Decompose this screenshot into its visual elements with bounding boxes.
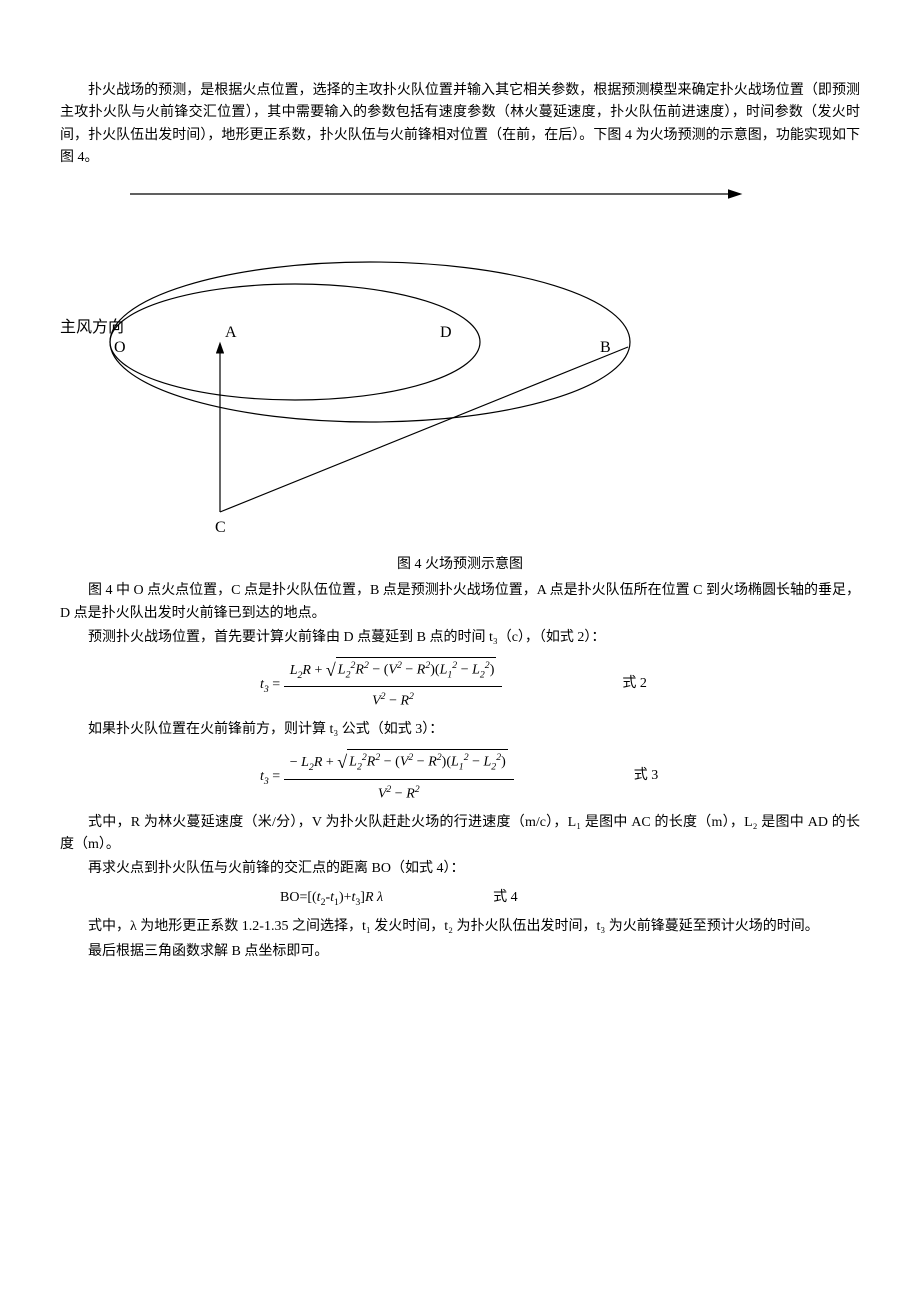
eq4-label: 式 4 (493, 887, 518, 909)
variable-description: 式中，R 为林火蔓延速度（米/分），V 为扑火队赶赴火场的行进速度（m/c），L… (60, 812, 860, 857)
intro-paragraph: 扑火战场的预测，是根据火点位置，选择的主攻扑火队位置并输入其它相关参数，根据预测… (60, 80, 860, 170)
bo-intro: 再求火点到扑火队伍与火前锋的交汇点的距离 BO（如式 4）： (60, 858, 860, 880)
fire-prediction-diagram: 主风方向 O A D B C (60, 182, 820, 542)
equation-4: BO=[(t2-t1)+t3]R λ 式 4 (60, 887, 860, 910)
equation-3: t3 = − L2R + √L22R2 − (V2 − R2)(L12 − L2… (60, 748, 860, 806)
label-O: O (114, 339, 126, 356)
eq2-label: 式 2 (622, 673, 647, 695)
eq3-label: 式 3 (634, 765, 659, 787)
label-D: D (440, 324, 452, 341)
label-A: A (225, 324, 237, 341)
figure-caption: 图 4 火场预测示意图 (60, 554, 860, 576)
label-B: B (600, 339, 611, 356)
equation-2: t3 = L2R + √L22R2 − (V2 − R2)(L12 − L22)… (60, 656, 860, 714)
inner-ellipse (110, 284, 480, 400)
final-line: 最后根据三角函数求解 B 点坐标即可。 (60, 941, 860, 963)
line-CB (220, 347, 628, 512)
condition-para: 如果扑火队位置在火前锋前方，则计算 t₃ 公式（如式 3）： (60, 719, 860, 741)
label-C: C (215, 519, 226, 536)
bo-description: 式中，λ 为地形更正系数 1.2-1.35 之间选择，t₁ 发火时间，t₂ 为扑… (60, 916, 860, 938)
figure-4: 主风方向 O A D B C (60, 182, 860, 550)
figure-description: 图 4 中 O 点火点位置，C 点是扑火队伍位置，B 点是预测扑火战场位置，A … (60, 580, 860, 625)
calc-intro: 预测扑火战场位置，首先要计算火前锋由 D 点蔓延到 B 点的时间 t₃（c），（… (60, 627, 860, 649)
outer-ellipse (110, 262, 630, 422)
